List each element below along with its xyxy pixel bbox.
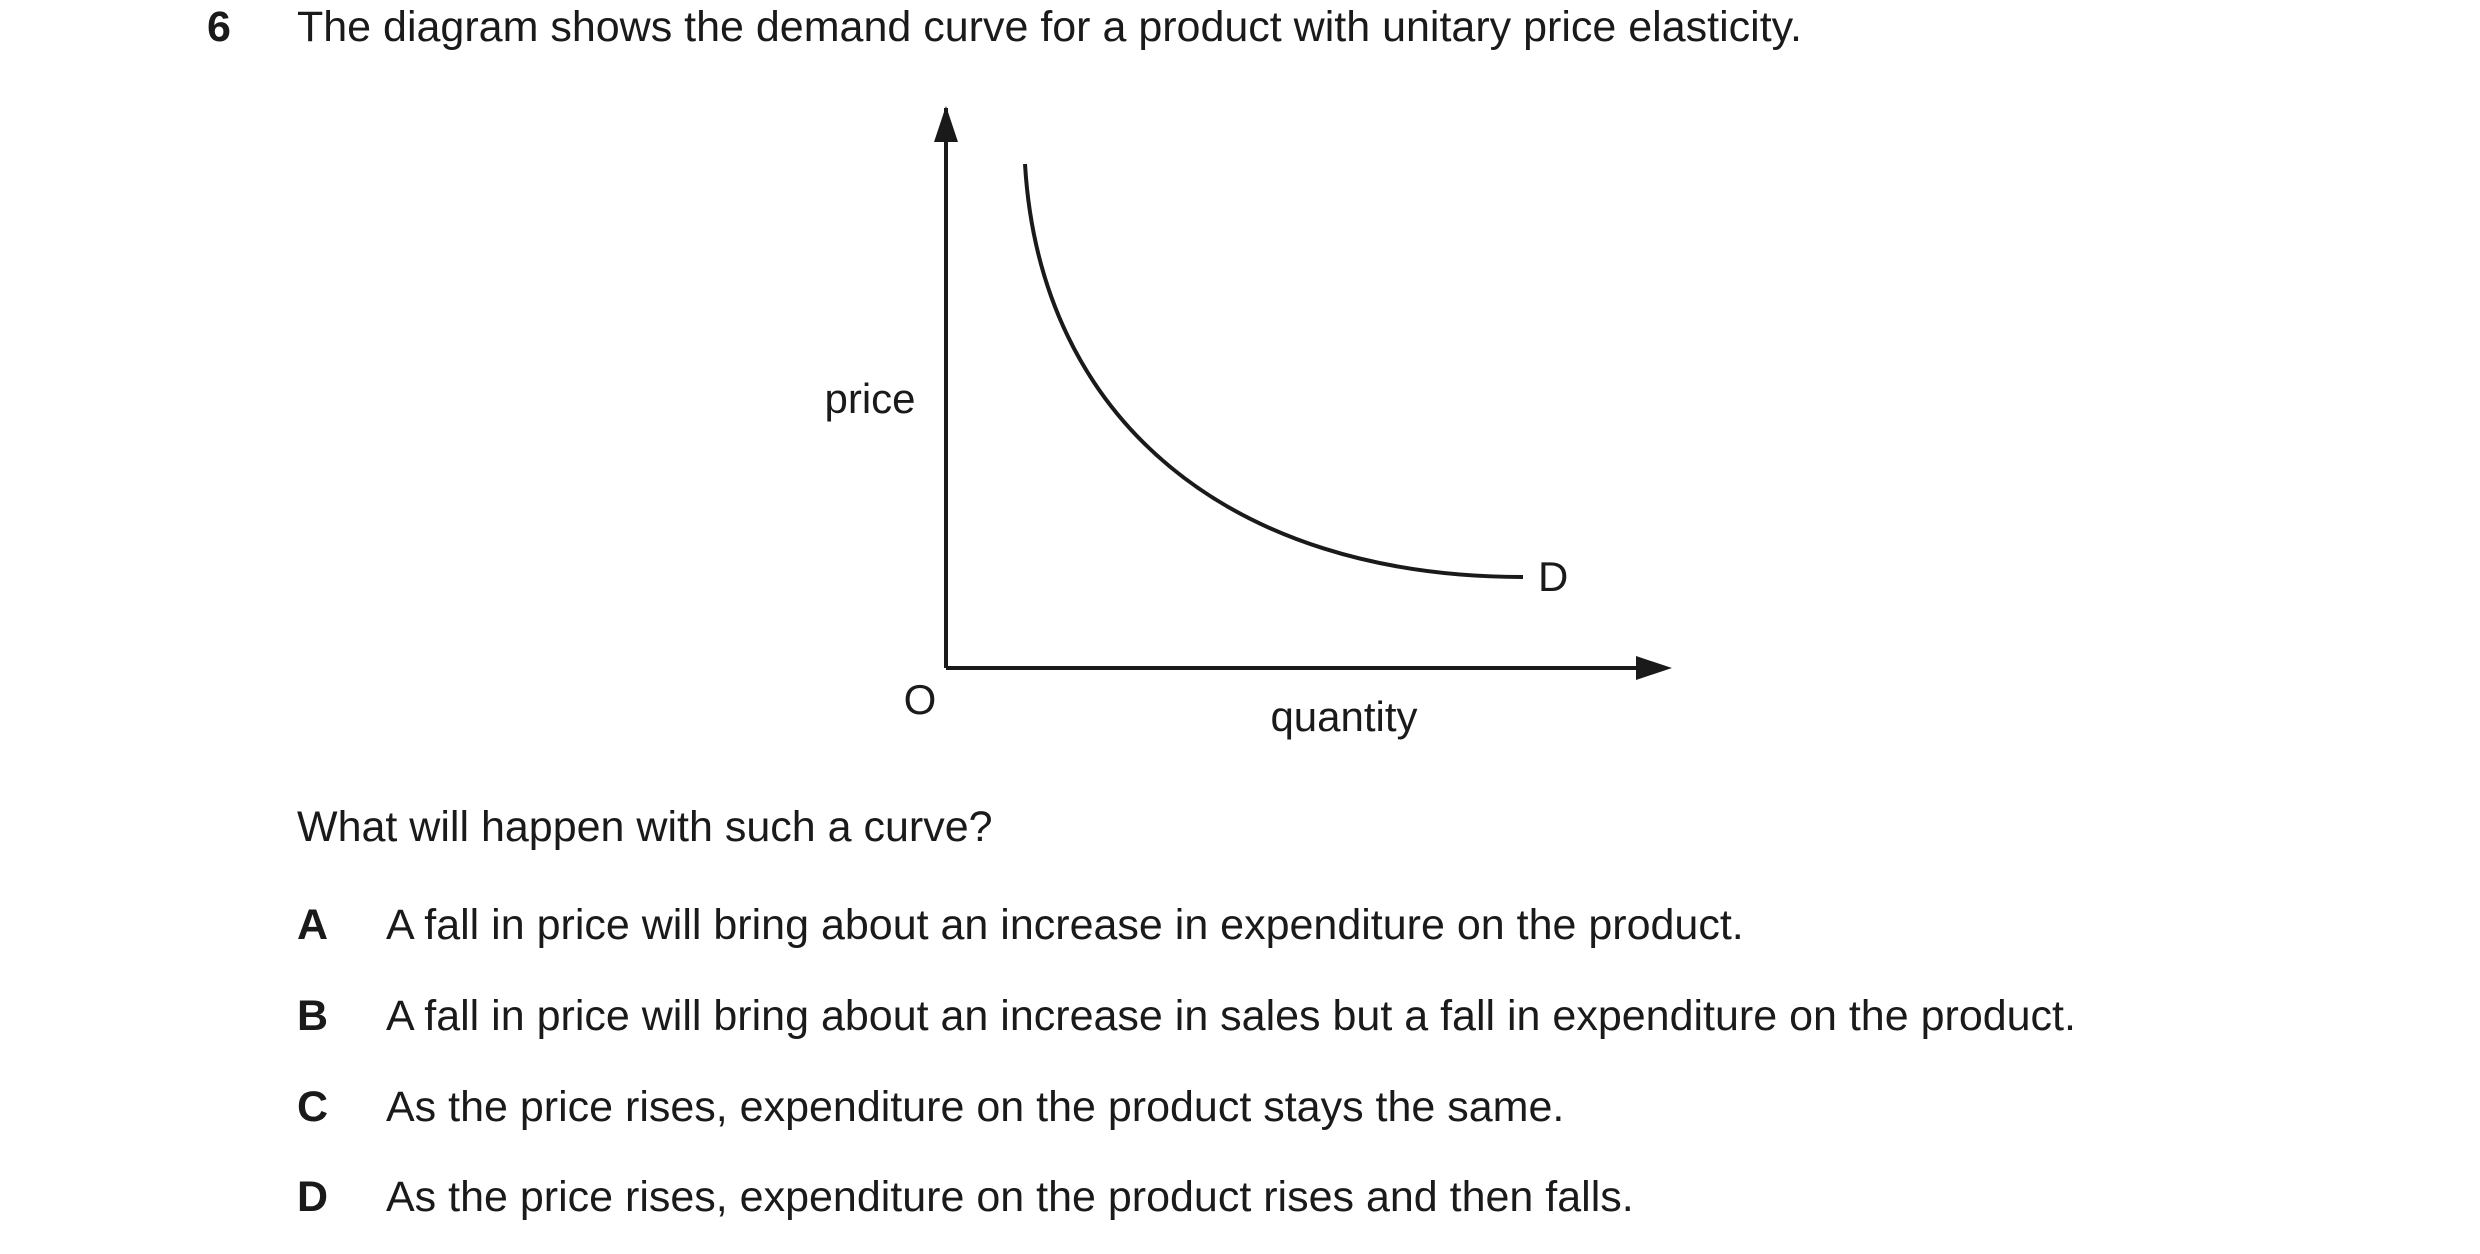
demand-curve [1023, 163, 1524, 579]
option-letter: A [297, 901, 329, 949]
option-text: As the price rises, expenditure on the p… [386, 1173, 1634, 1221]
x-axis-label: quantity [1270, 693, 1417, 740]
option-text: A fall in price will bring about an incr… [386, 901, 1744, 949]
option-text: A fall in price will bring about an incr… [386, 992, 2076, 1040]
curve-label: D [1538, 553, 1568, 600]
origin-label: O [904, 676, 937, 723]
y-axis-label: price [824, 375, 915, 422]
question-text: The diagram shows the demand curve for a… [297, 3, 1802, 51]
question-number: 6 [207, 3, 231, 51]
y-axis-arrow [934, 106, 958, 142]
option-letter: B [297, 992, 329, 1040]
x-axis-arrow [1636, 656, 1672, 680]
option-letter: D [297, 1173, 329, 1221]
option-text: As the price rises, expenditure on the p… [386, 1083, 1565, 1131]
prompt: What will happen with such a curve? [297, 803, 993, 851]
option-letter: C [297, 1083, 329, 1131]
demand-diagram: price quantity O D [824, 106, 1672, 740]
